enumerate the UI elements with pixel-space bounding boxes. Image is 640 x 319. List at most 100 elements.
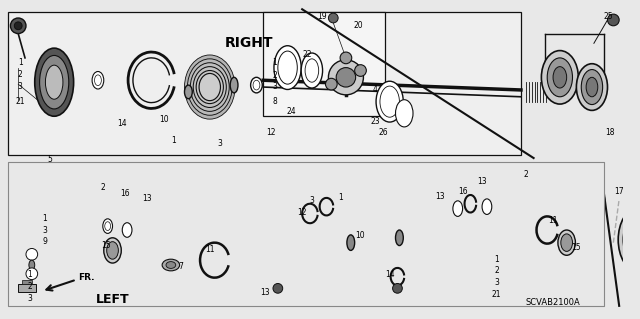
Ellipse shape [188, 59, 232, 115]
Ellipse shape [515, 206, 527, 227]
Text: 1: 1 [172, 136, 176, 145]
Circle shape [26, 268, 38, 279]
Ellipse shape [60, 207, 87, 253]
Text: 3: 3 [28, 293, 32, 303]
Text: 2: 2 [100, 183, 105, 192]
Ellipse shape [184, 85, 192, 99]
Ellipse shape [396, 230, 403, 246]
Bar [8, 162, 604, 306]
Ellipse shape [623, 215, 640, 264]
Ellipse shape [251, 77, 262, 93]
Ellipse shape [453, 201, 463, 216]
Text: 1: 1 [273, 58, 277, 67]
Ellipse shape [242, 234, 275, 277]
Ellipse shape [305, 59, 319, 82]
Polygon shape [263, 12, 385, 116]
Text: 8: 8 [273, 97, 277, 106]
Circle shape [14, 22, 22, 30]
Text: 2: 2 [28, 282, 32, 291]
Ellipse shape [193, 67, 227, 108]
Polygon shape [8, 12, 521, 155]
Text: 21: 21 [15, 97, 25, 106]
Text: 15: 15 [101, 241, 111, 250]
Text: SCVAB2100A: SCVAB2100A [526, 299, 580, 308]
Ellipse shape [45, 65, 63, 99]
Circle shape [355, 65, 366, 76]
Ellipse shape [184, 55, 235, 119]
Ellipse shape [351, 216, 399, 279]
Text: 2: 2 [524, 170, 528, 179]
Text: 22: 22 [302, 50, 312, 59]
Ellipse shape [92, 71, 104, 89]
Text: 2: 2 [18, 70, 22, 79]
Circle shape [607, 14, 619, 26]
Text: 9: 9 [42, 237, 47, 246]
Text: 13: 13 [141, 194, 152, 204]
Ellipse shape [103, 219, 113, 234]
Circle shape [340, 52, 352, 64]
Text: 24: 24 [287, 107, 296, 116]
Circle shape [273, 284, 283, 293]
Ellipse shape [166, 262, 176, 268]
Ellipse shape [354, 220, 397, 275]
Ellipse shape [380, 86, 399, 117]
Text: 14: 14 [385, 270, 394, 279]
Text: 2: 2 [494, 266, 499, 275]
Text: 16: 16 [120, 189, 130, 197]
Ellipse shape [253, 80, 260, 90]
Text: 16: 16 [458, 187, 467, 196]
Circle shape [336, 68, 356, 87]
Text: 18: 18 [605, 128, 614, 137]
Text: 14: 14 [117, 119, 127, 128]
Ellipse shape [541, 51, 579, 104]
Ellipse shape [29, 260, 35, 270]
Text: 12: 12 [298, 208, 307, 217]
Ellipse shape [95, 75, 101, 85]
Text: 5: 5 [47, 155, 52, 165]
Ellipse shape [586, 77, 598, 97]
Text: FR.: FR. [79, 273, 95, 282]
Text: 25: 25 [604, 11, 613, 20]
Ellipse shape [561, 234, 573, 251]
Text: 26: 26 [378, 128, 388, 137]
Circle shape [328, 60, 364, 95]
Text: 20: 20 [354, 21, 364, 30]
Circle shape [326, 78, 337, 90]
Ellipse shape [236, 226, 281, 285]
Ellipse shape [630, 226, 640, 253]
Circle shape [10, 18, 26, 33]
Ellipse shape [244, 238, 272, 273]
Text: 3: 3 [18, 82, 22, 91]
Bar [22, 279, 32, 285]
Ellipse shape [248, 242, 269, 269]
Ellipse shape [356, 224, 394, 271]
Ellipse shape [558, 230, 575, 255]
Text: 3: 3 [273, 82, 277, 91]
Text: 21: 21 [492, 290, 501, 299]
Ellipse shape [510, 198, 532, 235]
Text: 1: 1 [28, 270, 32, 279]
Ellipse shape [581, 70, 603, 105]
Ellipse shape [506, 191, 536, 242]
Ellipse shape [199, 73, 220, 101]
Text: 17: 17 [614, 187, 624, 196]
Ellipse shape [362, 232, 388, 263]
Text: 10: 10 [159, 115, 169, 124]
Ellipse shape [107, 242, 118, 259]
Ellipse shape [577, 64, 607, 110]
Ellipse shape [35, 48, 74, 116]
Text: 2: 2 [273, 71, 277, 80]
Text: 4: 4 [372, 85, 378, 94]
Text: 1: 1 [339, 193, 344, 203]
Ellipse shape [347, 235, 355, 250]
Ellipse shape [105, 222, 111, 231]
Ellipse shape [274, 46, 301, 90]
Ellipse shape [104, 238, 121, 263]
Text: 13: 13 [260, 288, 270, 297]
Text: 3: 3 [494, 278, 499, 287]
Ellipse shape [547, 58, 573, 97]
Bar [18, 285, 36, 292]
Ellipse shape [230, 77, 238, 93]
Text: 12: 12 [266, 128, 276, 137]
Text: 3: 3 [42, 226, 47, 234]
